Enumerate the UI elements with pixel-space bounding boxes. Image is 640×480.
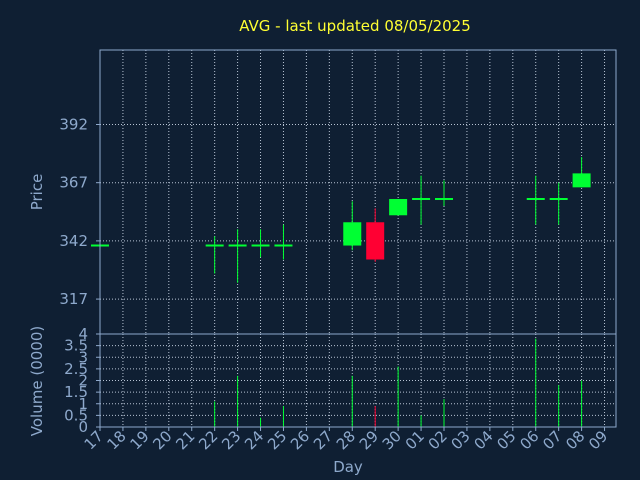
volume-tick-label: 4: [78, 325, 88, 343]
volume-tick-label: 0.5: [64, 406, 88, 424]
price-panel: 317 342 367 392: [59, 49, 617, 335]
volume-tick-label: 3: [78, 348, 88, 366]
candle-body: [366, 222, 385, 260]
volume-panel: 00.511.522.533.54: [64, 325, 617, 436]
volume-tick-label: 2.5: [64, 360, 88, 378]
volume-tick-label: 2: [78, 372, 88, 390]
price-tick-label: 342: [59, 232, 88, 250]
x-tick-label: 09: [585, 427, 611, 453]
chart-title: AVG - last updated 08/05/2025: [239, 17, 471, 35]
price-tick-label: 392: [59, 115, 88, 133]
candle-body: [389, 198, 408, 216]
x-axis: 1718192021222324252627282930010203040506…: [81, 427, 611, 453]
price-frame: [99, 49, 617, 335]
volume-axis-label: Volume (0000): [28, 326, 46, 436]
volume-tick-label: 1.5: [64, 383, 88, 401]
candle-body: [343, 222, 362, 246]
volume-frame: [99, 333, 617, 428]
volume-tick-label: 3.5: [64, 337, 88, 355]
volume-tick-label: 1: [78, 395, 88, 413]
x-axis-label: Day: [333, 458, 363, 476]
price-tick-label: 317: [59, 290, 88, 308]
price-tick-label: 367: [59, 174, 88, 192]
candle-body: [572, 173, 591, 188]
price-axis-label: Price: [28, 174, 46, 211]
volume-tick-label: 0: [78, 418, 88, 436]
